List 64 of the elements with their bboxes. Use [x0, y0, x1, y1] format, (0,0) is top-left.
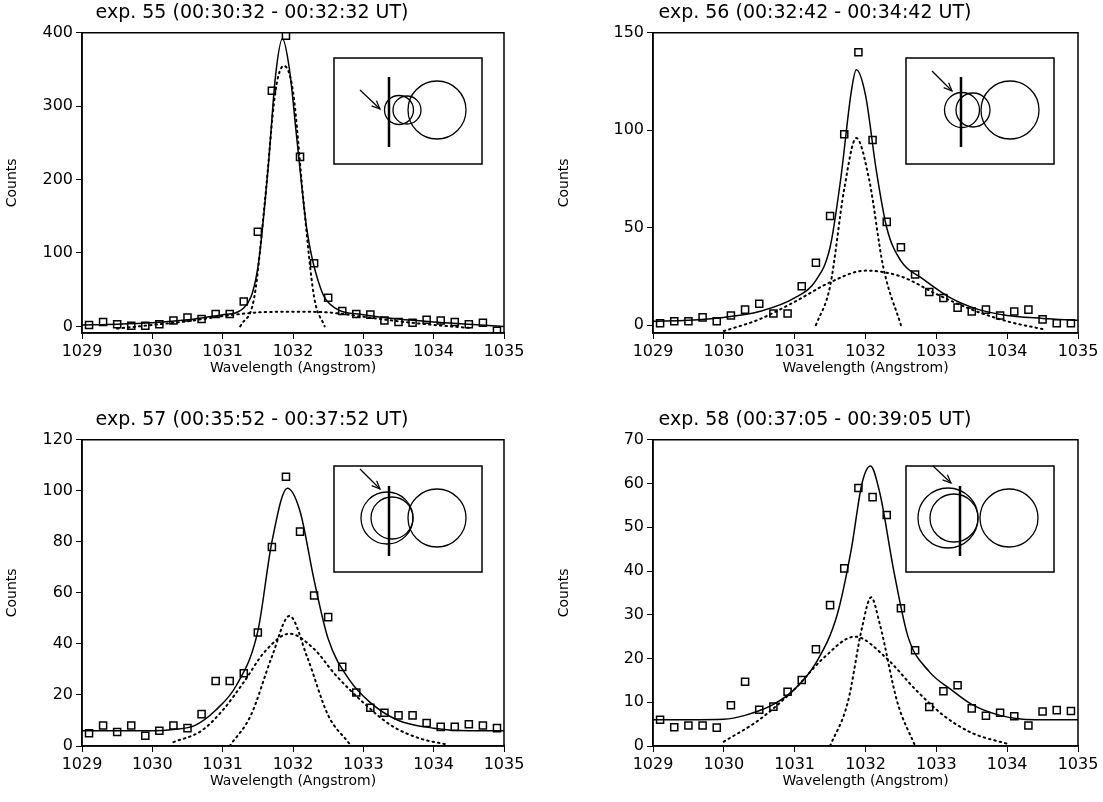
- x-tick-label: 1034: [413, 340, 455, 360]
- x-tick-label: 1035: [1057, 340, 1099, 360]
- y-axis-title: Counts: [3, 568, 20, 618]
- x-tick-label: 1031: [774, 340, 816, 360]
- y-tick-label: 20: [623, 647, 644, 667]
- y-tick-label: 0: [633, 314, 644, 334]
- y-tick-label: 0: [62, 735, 73, 755]
- y-tick-label: 40: [52, 633, 73, 653]
- chart-title: exp. 56 (00:32:42 - 00:34:42 UT): [658, 0, 972, 23]
- y-tick-label: 30: [623, 603, 644, 623]
- x-tick-label: 1031: [202, 753, 244, 773]
- x-tick-label: 1034: [413, 753, 455, 773]
- y-tick-label: 0: [62, 315, 73, 335]
- x-tick-label: 1033: [342, 753, 384, 773]
- x-axis-title: Wavelength (Angstrom): [209, 359, 377, 376]
- x-tick-label: 1034: [986, 753, 1028, 773]
- x-tick-label: 1032: [272, 753, 314, 773]
- y-tick-label: 120: [42, 428, 73, 448]
- y-tick-label: 150: [613, 21, 644, 41]
- y-axis-title: Counts: [555, 158, 572, 208]
- x-tick-label: 1035: [483, 340, 525, 360]
- y-tick-label: 20: [52, 684, 73, 704]
- x-tick-label: 1029: [61, 753, 103, 773]
- y-tick-label: 0: [633, 735, 644, 755]
- x-tick-label: 1030: [131, 753, 173, 773]
- y-tick-label: 70: [623, 428, 644, 448]
- y-tick-label: 300: [42, 95, 73, 115]
- y-tick-label: 60: [52, 582, 73, 602]
- x-tick-label: 1031: [202, 340, 244, 360]
- x-axis-title: Wavelength (Angstrom): [209, 772, 377, 789]
- x-tick-label: 1029: [61, 340, 103, 360]
- y-axis-title: Counts: [555, 568, 572, 618]
- x-tick-label: 1032: [272, 340, 314, 360]
- y-tick-label: 10: [623, 691, 644, 711]
- y-tick-label: 40: [623, 560, 644, 580]
- x-tick-label: 1035: [1057, 753, 1099, 773]
- chart-title: exp. 57 (00:35:52 - 00:37:52 UT): [95, 407, 409, 430]
- x-tick-label: 1035: [483, 753, 525, 773]
- x-axis-title: Wavelength (Angstrom): [782, 359, 949, 376]
- x-tick-label: 1029: [632, 753, 674, 773]
- y-tick-label: 400: [42, 21, 73, 41]
- x-tick-label: 1033: [915, 340, 957, 360]
- x-axis-title: Wavelength (Angstrom): [782, 772, 949, 789]
- x-tick-label: 1032: [845, 753, 886, 773]
- x-tick-label: 1032: [845, 340, 886, 360]
- x-tick-label: 1034: [986, 340, 1028, 360]
- x-tick-label: 1031: [774, 753, 816, 773]
- x-tick-label: 1030: [703, 340, 745, 360]
- y-tick-label: 50: [623, 516, 644, 536]
- y-tick-label: 200: [42, 168, 73, 188]
- x-tick-label: 1030: [131, 340, 173, 360]
- x-tick-label: 1033: [915, 753, 957, 773]
- chart-title: exp. 55 (00:30:32 - 00:32:32 UT): [95, 0, 409, 23]
- y-tick-label: 100: [613, 119, 644, 139]
- y-tick-label: 80: [52, 531, 73, 551]
- x-tick-label: 1030: [703, 753, 745, 773]
- chart-title: exp. 58 (00:37:05 - 00:39:05 UT): [658, 407, 972, 430]
- y-tick-label: 60: [623, 472, 644, 492]
- y-axis-title: Counts: [3, 158, 20, 208]
- y-tick-label: 50: [623, 216, 644, 236]
- x-tick-label: 1033: [342, 340, 384, 360]
- x-tick-label: 1029: [632, 340, 674, 360]
- y-tick-label: 100: [42, 242, 73, 262]
- y-tick-label: 100: [42, 479, 73, 499]
